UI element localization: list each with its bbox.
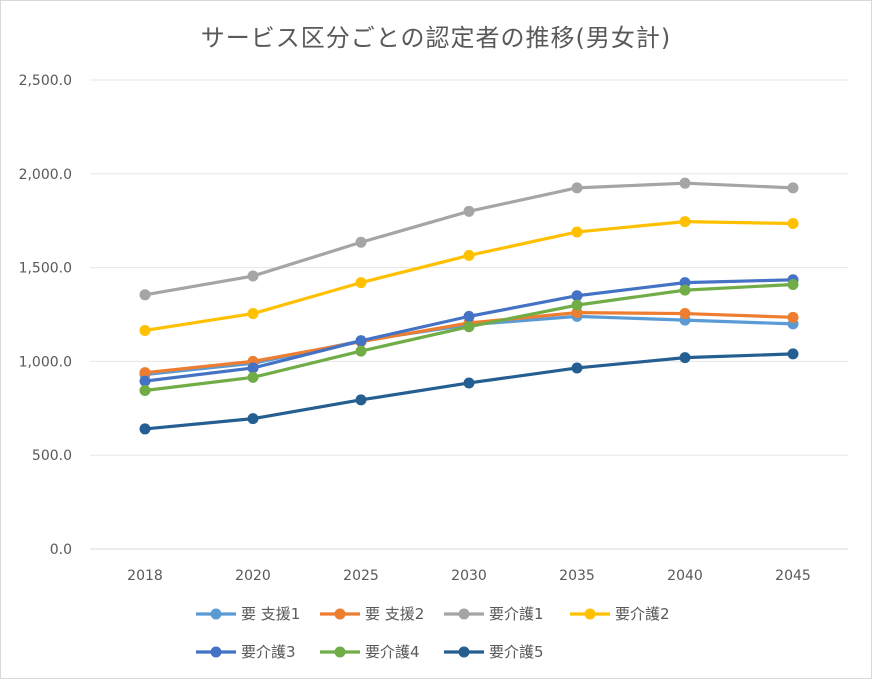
legend-label: 要 支援2 xyxy=(365,605,424,623)
y-tick-label: 2,500.0 xyxy=(19,73,72,89)
legend: 要 支援1 要 支援2 要介護1 要介護2 要介護3 要介護4 要介護5 xyxy=(196,605,670,661)
legend-item: 要介護1 xyxy=(444,605,544,623)
data-point xyxy=(787,182,799,194)
data-point xyxy=(463,377,475,389)
series-6 xyxy=(139,278,799,396)
data-point xyxy=(247,413,259,425)
legend-item: 要介護2 xyxy=(570,605,670,623)
data-point xyxy=(355,345,367,357)
legend-marker xyxy=(458,608,470,620)
x-tick-label: 2030 xyxy=(451,568,487,584)
x-tick-label: 2035 xyxy=(559,568,595,584)
legend-marker xyxy=(210,646,222,658)
data-point xyxy=(139,367,151,379)
data-point xyxy=(571,182,583,194)
data-point xyxy=(463,205,475,217)
legend-item: 要介護4 xyxy=(320,643,420,661)
legend-label: 要介護4 xyxy=(365,643,420,661)
legend-item: 要介護5 xyxy=(444,643,544,661)
data-point xyxy=(787,311,799,323)
data-point xyxy=(463,249,475,261)
y-tick-label: 1,500.0 xyxy=(19,261,72,277)
data-point xyxy=(679,216,691,228)
x-axis-ticks: 2018 2020 2025 2030 2035 2040 2045 xyxy=(127,568,811,584)
x-tick-label: 2025 xyxy=(343,568,379,584)
legend-marker xyxy=(458,646,470,658)
data-point xyxy=(355,277,367,289)
data-point xyxy=(247,362,259,374)
data-point xyxy=(139,375,151,387)
data-point xyxy=(787,278,799,290)
data-point xyxy=(463,321,475,333)
legend-label: 要介護1 xyxy=(489,605,544,623)
data-point xyxy=(355,236,367,248)
legend-item: 要介護3 xyxy=(196,643,296,661)
legend-marker xyxy=(584,608,596,620)
legend-label: 要介護5 xyxy=(489,643,544,661)
y-axis-ticks: 0.0 500.0 1,000.0 1,500.0 2,000.0 2,500.0 xyxy=(19,73,72,558)
series-4 xyxy=(139,216,799,336)
gridlines xyxy=(90,79,848,550)
data-point xyxy=(787,348,799,360)
data-point xyxy=(463,310,475,322)
series-3 xyxy=(139,177,799,301)
data-point xyxy=(679,352,691,364)
y-tick-label: 500.0 xyxy=(32,448,72,464)
data-point xyxy=(247,270,259,282)
data-point xyxy=(679,284,691,296)
data-point xyxy=(571,299,583,311)
legend-label: 要介護2 xyxy=(615,605,670,623)
data-point xyxy=(355,394,367,406)
legend-item: 要 支援2 xyxy=(320,605,424,623)
data-point xyxy=(571,362,583,374)
series-line xyxy=(143,181,795,297)
data-point xyxy=(247,371,259,383)
data-point xyxy=(571,290,583,302)
series-7 xyxy=(139,348,799,435)
legend-item: 要 支援1 xyxy=(196,605,300,623)
legend-marker xyxy=(334,646,346,658)
x-tick-label: 2040 xyxy=(667,568,703,584)
data-point xyxy=(787,218,799,230)
chart-title: サービス区分ごとの認定者の推移(男女計) xyxy=(200,24,672,52)
y-tick-label: 1,000.0 xyxy=(19,354,72,370)
legend-label: 要 支援1 xyxy=(241,605,300,623)
series-group xyxy=(139,177,799,435)
x-tick-label: 2020 xyxy=(235,568,271,584)
legend-label: 要介護3 xyxy=(241,643,296,661)
data-point xyxy=(355,335,367,347)
data-point xyxy=(139,423,151,435)
data-point xyxy=(139,289,151,301)
data-point xyxy=(139,384,151,396)
data-point xyxy=(679,177,691,189)
data-point xyxy=(247,308,259,320)
series-line xyxy=(143,282,795,393)
legend-marker xyxy=(210,608,222,620)
x-tick-label: 2045 xyxy=(775,568,811,584)
x-tick-label: 2018 xyxy=(127,568,163,584)
data-point xyxy=(679,308,691,320)
y-tick-label: 2,000.0 xyxy=(19,167,72,183)
y-tick-label: 0.0 xyxy=(50,542,72,558)
data-point xyxy=(139,324,151,336)
legend-marker xyxy=(334,608,346,620)
data-point xyxy=(571,226,583,238)
